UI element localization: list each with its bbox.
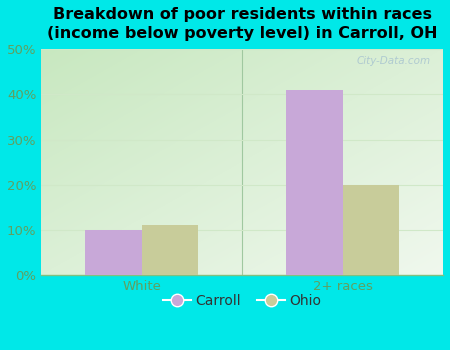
Text: City-Data.com: City-Data.com (357, 56, 431, 66)
Bar (286, 90, 342, 275)
Bar (86, 230, 142, 275)
Legend: Carroll, Ohio: Carroll, Ohio (158, 288, 327, 313)
Bar (342, 185, 399, 275)
Bar (142, 225, 198, 275)
Title: Breakdown of poor residents within races
(income below poverty level) in Carroll: Breakdown of poor residents within races… (47, 7, 437, 41)
